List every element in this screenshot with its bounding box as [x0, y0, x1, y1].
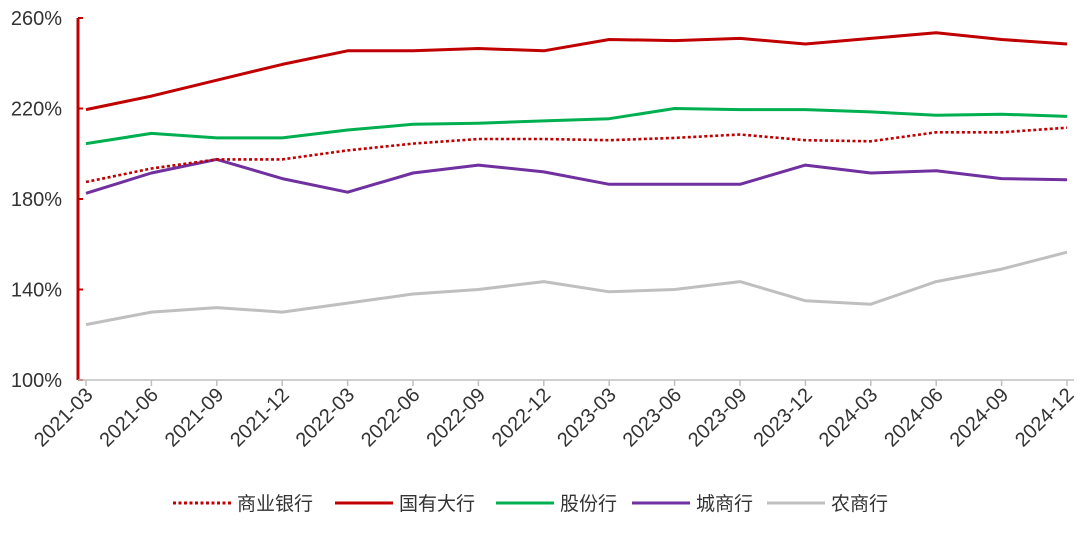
- legend-label-3: 城商行: [696, 493, 753, 515]
- x-tick-label: 2022-12: [488, 384, 555, 451]
- legend: 商业银行 国有大行 股份行 城商行 农商行: [173, 493, 888, 515]
- x-tick-label: 2021-09: [161, 384, 228, 451]
- x-tick-label: 2023-03: [553, 384, 620, 451]
- x-tick-label: 2023-06: [619, 384, 686, 451]
- x-tick-label: 2024-09: [946, 384, 1013, 451]
- legend-label-2: 股份行: [560, 493, 617, 515]
- y-tick-label: 140%: [11, 280, 62, 302]
- x-tick-label: 2024-12: [1011, 384, 1078, 451]
- y-tick-label: 100%: [11, 370, 62, 392]
- x-axis: 2021-032021-062021-092021-122022-032022-…: [30, 379, 1079, 451]
- y-tick-label: 180%: [11, 189, 62, 211]
- x-tick-label: 2022-09: [422, 384, 489, 451]
- y-tick-label: 220%: [11, 99, 62, 121]
- x-tick-label: 2024-06: [880, 384, 947, 451]
- x-tick-label: 2023-12: [749, 384, 816, 451]
- x-tick-label: 2023-09: [684, 384, 751, 451]
- series-layer: [85, 31, 1068, 327]
- series-line-3: [85, 157, 1068, 195]
- series-line-1: [85, 31, 1068, 112]
- legend-label-0: 商业银行: [237, 493, 313, 515]
- series-line-0: [85, 126, 1068, 184]
- legend-label-1: 国有大行: [399, 493, 475, 515]
- y-axis: 100% 140% 180% 220% 260%: [11, 8, 83, 392]
- series-line-2: [85, 107, 1068, 146]
- series-line-4: [85, 250, 1068, 327]
- x-tick-label: 2021-12: [226, 384, 293, 451]
- y-tick-label: 260%: [11, 8, 62, 30]
- legend-label-4: 农商行: [831, 493, 888, 515]
- x-tick-label: 2022-03: [292, 384, 359, 451]
- x-tick-label: 2021-06: [95, 384, 162, 451]
- x-tick-label: 2021-03: [30, 384, 97, 451]
- x-tick-label: 2024-03: [815, 384, 882, 451]
- x-tick-label: 2022-06: [357, 384, 424, 451]
